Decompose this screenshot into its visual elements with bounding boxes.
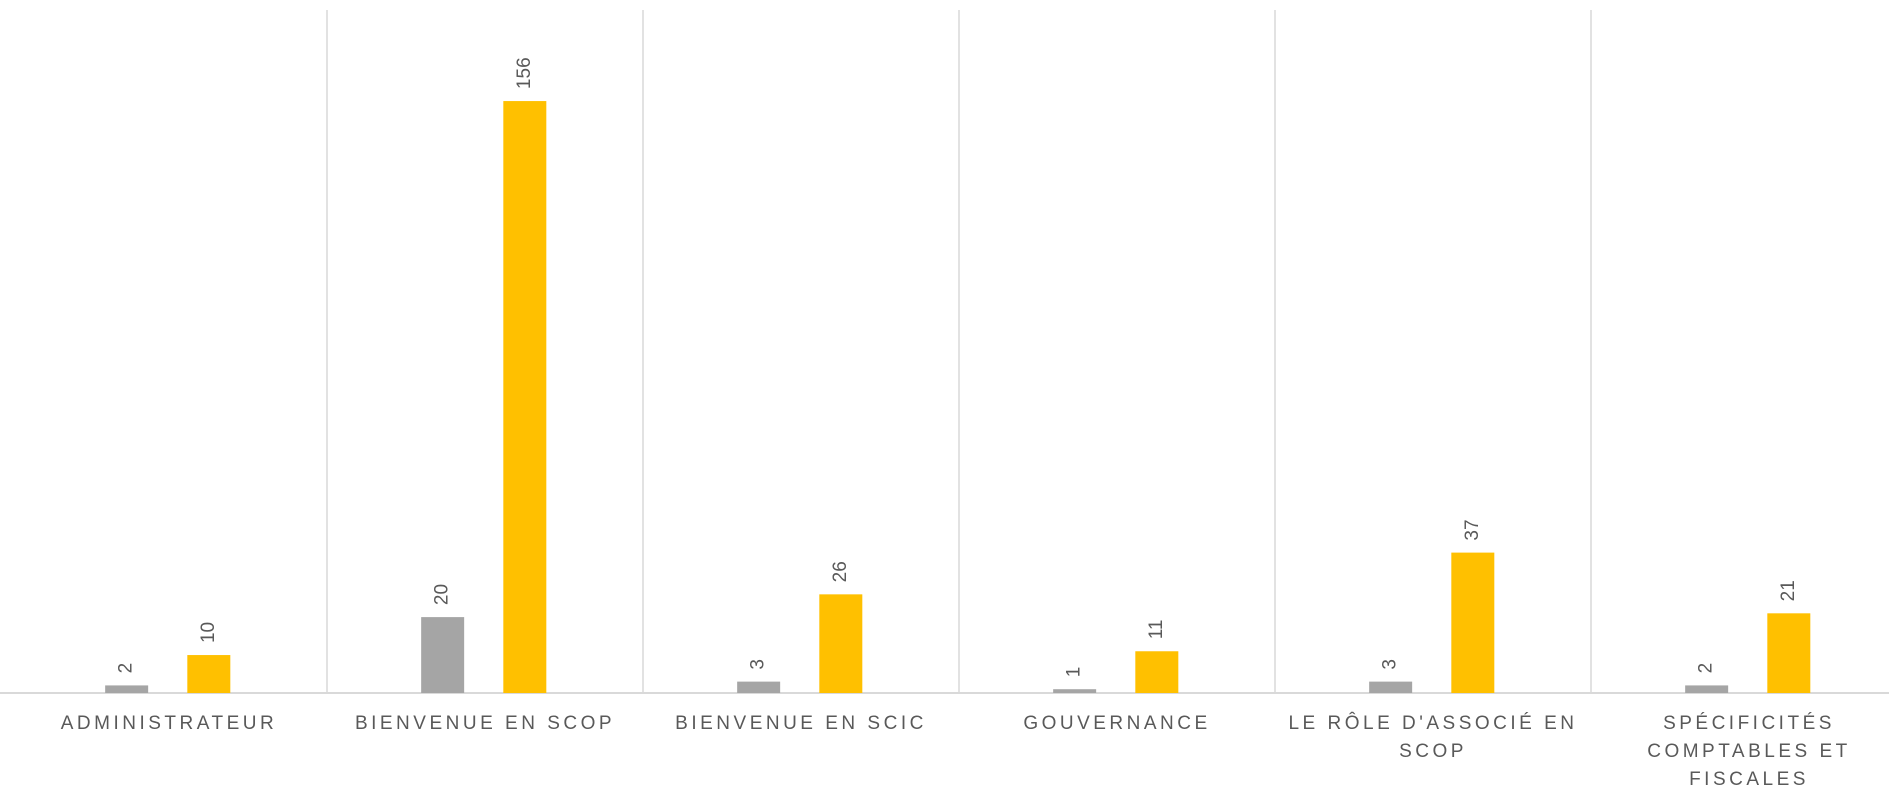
x-tick-label: LE RÔLE D'ASSOCIÉ EN SCOP xyxy=(1288,713,1578,762)
x-tick-label: BIENVENUE EN SCIC xyxy=(675,713,927,734)
value-label: 3 xyxy=(1380,659,1401,670)
value-label: 3 xyxy=(748,659,769,670)
bar xyxy=(105,685,149,693)
bar xyxy=(737,681,781,693)
value-label: 21 xyxy=(1778,580,1799,601)
value-label: 2 xyxy=(1696,663,1717,674)
bar xyxy=(187,655,231,693)
x-tick-label: SPÉCIFICITÉS COMPTABLES ET FISCALES xyxy=(1647,713,1851,790)
bar xyxy=(1451,552,1495,693)
x-tick-label: BIENVENUE EN SCOP xyxy=(354,713,616,734)
bar xyxy=(1767,613,1811,693)
value-label: 1 xyxy=(1064,667,1085,678)
bar xyxy=(1135,651,1179,693)
bar xyxy=(819,594,863,693)
value-label: 2 xyxy=(116,663,137,674)
bar xyxy=(1053,689,1097,693)
bar xyxy=(421,617,465,693)
value-label: 20 xyxy=(432,584,453,605)
value-label: 11 xyxy=(1146,620,1167,640)
x-tick-label: ADMINISTRATEUR xyxy=(60,713,278,734)
bar xyxy=(1369,681,1413,693)
value-label: 37 xyxy=(1462,519,1483,540)
value-label: 26 xyxy=(830,561,851,582)
bar xyxy=(1685,685,1729,693)
value-label: 156 xyxy=(514,57,535,89)
bar xyxy=(503,101,547,694)
x-tick-label: GOUVERNANCE xyxy=(1023,713,1211,734)
value-label: 10 xyxy=(198,622,219,643)
